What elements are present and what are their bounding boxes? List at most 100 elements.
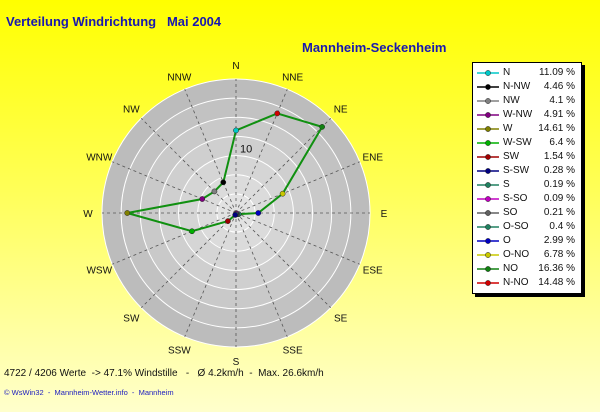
legend-marker: [477, 112, 499, 118]
legend-marker: [477, 98, 499, 104]
legend-percentage: 2.99 %: [543, 235, 575, 246]
data-point-sw: [225, 218, 231, 224]
direction-label-n: N: [232, 61, 239, 72]
legend-item: S 0.19 %: [473, 178, 581, 192]
legend-percentage: 0.4 %: [549, 221, 575, 232]
legend-direction: W-SW: [503, 137, 532, 148]
legend-percentage: 11.09 %: [539, 67, 575, 78]
legend-item: SW 1.54 %: [473, 150, 581, 164]
legend: N 11.09 % N-NW 4.46 % NW 4.1 % W-NW 4.91 % W 14.6…: [472, 62, 582, 294]
legend-marker: [477, 140, 499, 146]
direction-label-ene: ENE: [362, 152, 383, 163]
spoke-se: [235, 212, 332, 309]
legend-percentage: 6.78 %: [543, 249, 575, 260]
footer-credits: © WsWin32 - Mannheim-Wetter.info - Mannh…: [4, 388, 174, 397]
direction-label-wnw: WNW: [86, 152, 113, 163]
legend-item: O-SO 0.4 %: [473, 220, 581, 234]
legend-marker: [477, 168, 499, 174]
legend-marker: [477, 210, 499, 216]
data-point-nnw: [220, 179, 227, 186]
direction-label-nne: NNE: [282, 72, 303, 83]
legend-item: S-SO 0.09 %: [473, 192, 581, 206]
legend-item: O 2.99 %: [473, 234, 581, 248]
legend-direction: O: [503, 235, 511, 246]
legend-direction: SO: [503, 207, 518, 218]
legend-percentage: 4.91 %: [543, 109, 575, 120]
legend-direction: NO: [503, 263, 518, 274]
data-point-w: [124, 210, 131, 216]
legend-item: SO 0.21 %: [473, 206, 581, 220]
legend-item: N-NW 4.46 %: [473, 80, 581, 94]
direction-label-ne: NE: [334, 104, 348, 115]
legend-item: S-SW 0.28 %: [473, 164, 581, 178]
direction-label-nnw: NNW: [167, 72, 191, 83]
legend-marker: [477, 224, 499, 230]
spoke-wnw: [112, 161, 237, 214]
direction-label-ese: ESE: [363, 266, 383, 277]
legend-direction: S-SO: [503, 193, 528, 204]
data-point-n: [233, 127, 239, 134]
legend-direction: NW: [503, 95, 520, 106]
data-point-e: [255, 210, 262, 216]
legend-percentage: 4.46 %: [543, 81, 575, 92]
direction-label-nw: NW: [123, 104, 140, 115]
legend-direction: O-SO: [503, 221, 529, 232]
statistics-line: 4722 / 4206 Werte -> 47.1% Windstille - …: [4, 368, 324, 379]
spoke-wsw: [112, 212, 237, 265]
spoke-nne: [235, 89, 288, 214]
legend-direction: N: [503, 67, 511, 78]
legend-item: O-NO 6.78 %: [473, 248, 581, 262]
legend-direction: N-NO: [503, 277, 529, 288]
data-point-wnw: [199, 196, 206, 202]
legend-marker: [477, 182, 499, 188]
data-point-wsw: [189, 228, 195, 235]
legend-item: N-NO 14.48 %: [473, 276, 581, 290]
legend-percentage: 14.61 %: [538, 123, 575, 134]
legend-direction: SW: [503, 151, 520, 162]
legend-marker: [477, 84, 499, 90]
spoke-nw: [140, 117, 237, 214]
legend-percentage: 14.48 %: [538, 277, 575, 288]
direction-label-se: SE: [334, 314, 348, 325]
spoke-ssw: [184, 212, 237, 337]
legend-percentage: 0.21 %: [543, 207, 575, 218]
legend-marker: [477, 196, 499, 202]
direction-label-s: S: [233, 357, 240, 368]
spoke-ene: [235, 161, 360, 214]
legend-marker: [477, 252, 499, 258]
legend-percentage: 0.09 %: [543, 193, 575, 204]
legend-percentage: 16.36 %: [538, 263, 575, 274]
legend-direction: S-SW: [503, 165, 530, 176]
legend-percentage: 0.19 %: [543, 179, 575, 190]
data-point-nne: [274, 110, 281, 117]
legend-percentage: 0.28 %: [543, 165, 575, 176]
legend-direction: S: [503, 179, 510, 190]
data-markers: [124, 110, 325, 235]
ring-label-10: 10: [240, 144, 252, 156]
direction-labels: N NNE NE ENE E ESE SE SSE S SSW SW WSW W WNW NW NNW: [83, 61, 387, 368]
legend-direction: W-NW: [503, 109, 533, 120]
direction-label-e: E: [381, 209, 388, 220]
legend-percentage: 1.54 %: [543, 151, 575, 162]
legend-direction: O-NO: [503, 249, 530, 260]
direction-label-wsw: WSW: [86, 266, 112, 277]
direction-label-ssw: SSW: [168, 346, 191, 357]
data-point-ssw: [232, 212, 239, 218]
legend-marker: [477, 238, 499, 244]
data-point-ne: [319, 124, 325, 130]
legend-marker: [477, 70, 499, 76]
legend-direction: N-NW: [503, 81, 531, 92]
spoke-nnw: [184, 89, 237, 214]
legend-direction: W: [503, 123, 513, 134]
legend-marker: [477, 126, 499, 132]
legend-percentage: 4.1 %: [549, 95, 575, 106]
direction-label-w: W: [83, 209, 93, 220]
direction-label-sse: SSE: [283, 346, 303, 357]
station-name: Mannheim-Seckenheim: [302, 40, 447, 55]
legend-item: W 14.61 %: [473, 122, 581, 136]
chart-title: Verteilung Windrichtung Mai 2004: [6, 14, 222, 29]
spoke-ne: [235, 117, 332, 214]
legend-item: NO 16.36 %: [473, 262, 581, 276]
legend-percentage: 6.4 %: [549, 137, 575, 148]
